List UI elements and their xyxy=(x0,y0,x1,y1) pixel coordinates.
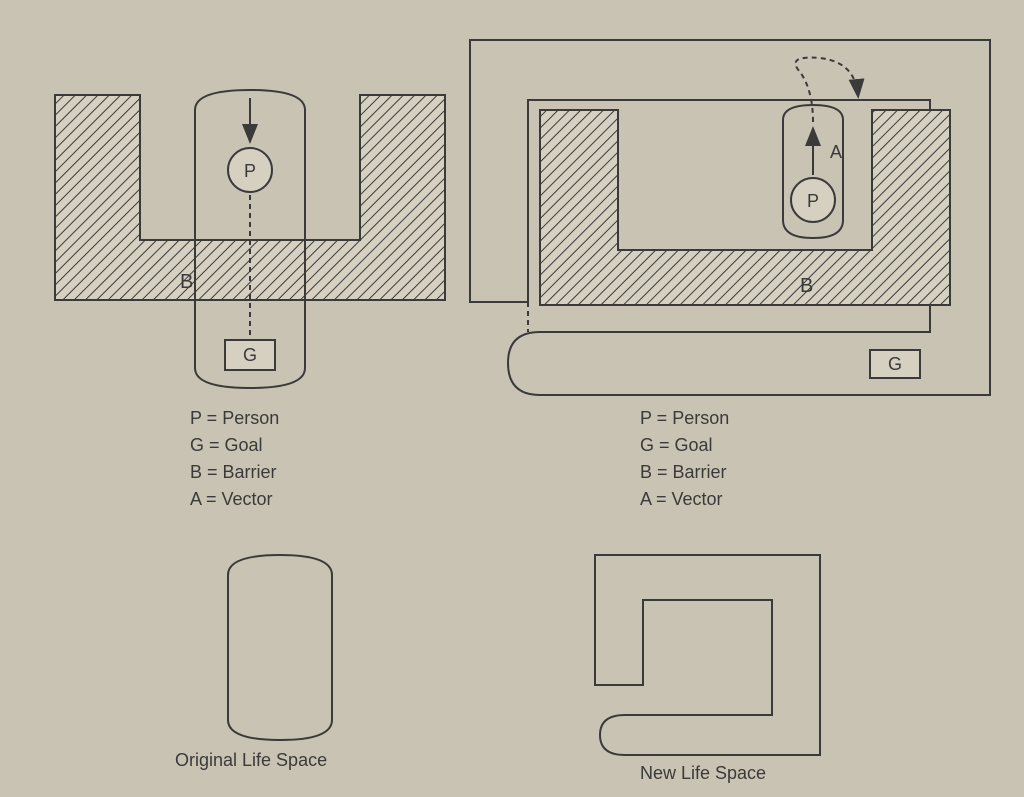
left-legend: P = Person G = Goal B = Barrier A = Vect… xyxy=(190,405,279,513)
right-legend: P = Person G = Goal B = Barrier A = Vect… xyxy=(640,405,729,513)
left-goal-label: G xyxy=(243,345,257,365)
legend-line: A = Vector xyxy=(190,486,279,513)
bottom-left-caption: Original Life Space xyxy=(175,750,327,771)
right-person: P xyxy=(791,178,835,222)
left-person-label: P xyxy=(244,161,256,181)
right-person-label: P xyxy=(807,191,819,211)
bottom-right-caption: New Life Space xyxy=(640,763,766,784)
diagram-canvas: P G B P A G B xyxy=(0,0,1024,797)
legend-line: B = Barrier xyxy=(640,459,729,486)
legend-line: P = Person xyxy=(640,405,729,432)
right-goal: G xyxy=(870,350,920,378)
left-barrier-label: B xyxy=(180,271,193,293)
legend-line: G = Goal xyxy=(190,432,279,459)
legend-line: A = Vector xyxy=(640,486,729,513)
bottom-left-lifespace xyxy=(228,555,332,740)
right-dash-path xyxy=(796,58,859,122)
right-barrier xyxy=(540,110,950,305)
right-barrier-label: B xyxy=(800,275,813,297)
legend-line: P = Person xyxy=(190,405,279,432)
legend-line: B = Barrier xyxy=(190,459,279,486)
right-vector-label: A xyxy=(830,142,842,162)
right-goal-label: G xyxy=(888,354,902,374)
left-person: P xyxy=(228,148,272,192)
left-goal: G xyxy=(225,340,275,370)
legend-line: G = Goal xyxy=(640,432,729,459)
bottom-right-shape xyxy=(595,555,820,755)
